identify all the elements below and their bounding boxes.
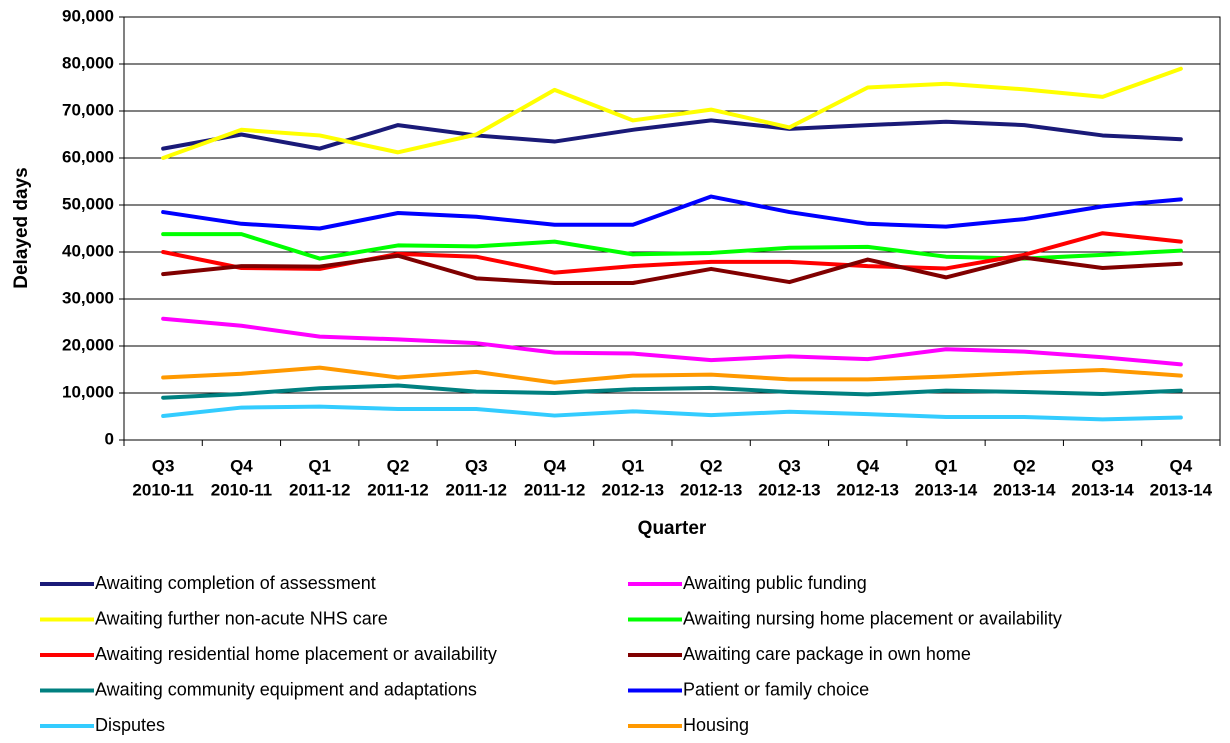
x-tick-label: Q4 [543,456,566,475]
legend-label: Awaiting further non-acute NHS care [95,608,388,628]
series-line [161,365,1183,385]
x-tick-label: Q4 [230,456,253,475]
x-tick-label: 2012-13 [680,480,742,499]
legend-label: Disputes [95,715,165,735]
series-line [161,194,1183,231]
y-tick-label: 40,000 [62,241,114,260]
legend-label: Awaiting community equipment and adaptat… [95,679,477,699]
legend-label: Awaiting public funding [683,573,867,593]
legend-label: Patient or family choice [683,679,869,699]
series-line [161,118,1183,151]
y-tick-label: 80,000 [62,53,114,72]
x-tick-label: Q1 [308,456,331,475]
x-tick-label: Q4 [856,456,879,475]
x-tick-label: 2011-12 [524,480,585,499]
legend-label: Awaiting completion of assessment [95,573,376,593]
x-tick-label: 2012-13 [758,480,820,499]
x-tick-label: 2012-13 [602,480,664,499]
x-tick-label: Q2 [387,456,410,475]
x-tick-label: 2010-11 [132,480,193,499]
y-tick-label: 0 [105,429,114,448]
x-tick-label: Q1 [622,456,645,475]
y-tick-label: 20,000 [62,335,114,354]
x-axis-title: Quarter [638,518,707,539]
y-tick-label: 70,000 [62,100,114,119]
x-tick-label: Q1 [935,456,958,475]
y-tick-label: 90,000 [62,6,114,25]
series-line [161,253,1183,286]
y-tick-label: 60,000 [62,147,114,166]
x-tick-label: 2011-12 [367,480,428,499]
x-tick-label: 2013-14 [1071,480,1134,499]
series-line [161,383,1183,400]
x-tick-label: 2013-14 [993,480,1056,499]
series-line [161,404,1183,422]
legend-label: Awaiting residential home placement or a… [95,644,497,664]
x-tick-label: Q4 [1170,456,1193,475]
x-tick-label: 2011-12 [446,480,507,499]
x-tick-label: 2012-13 [837,480,899,499]
series-line [161,66,1183,160]
x-tick-label: Q3 [1091,456,1114,475]
y-tick-label: 10,000 [62,382,114,401]
y-axis-title: Delayed days [11,167,32,288]
x-tick-label: 2010-11 [211,480,272,499]
y-tick-label: 50,000 [62,194,114,213]
series-line [161,316,1183,367]
x-tick-label: Q2 [1013,456,1036,475]
legend-label: Awaiting nursing home placement or avail… [683,608,1062,628]
x-tick-label: 2011-12 [289,480,350,499]
x-tick-label: 2013-14 [915,480,978,499]
legend-label: Awaiting care package in own home [683,644,971,664]
x-tick-label: Q3 [465,456,488,475]
y-tick-label: 30,000 [62,288,114,307]
legend-label: Housing [683,715,749,735]
x-tick-label: Q3 [152,456,175,475]
x-tick-label: 2013-14 [1150,480,1213,499]
x-tick-label: Q2 [700,456,723,475]
x-tick-label: Q3 [778,456,801,475]
